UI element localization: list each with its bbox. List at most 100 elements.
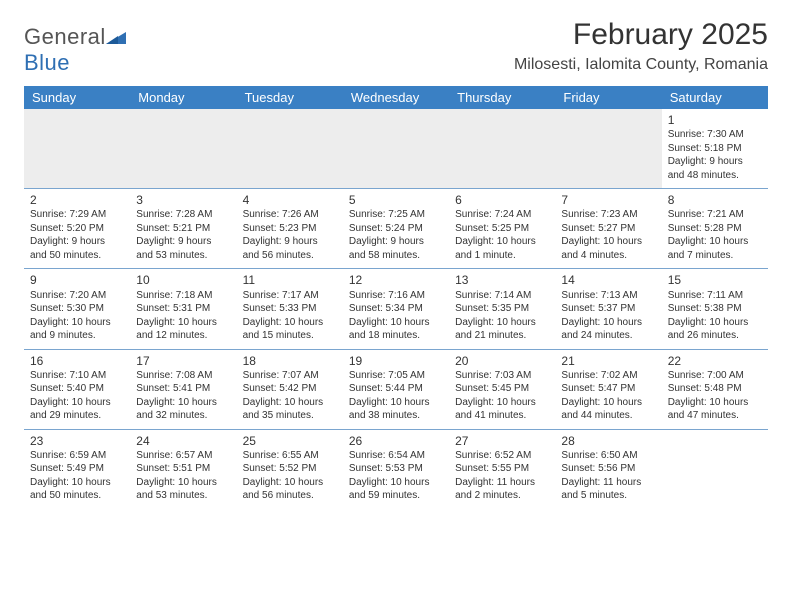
day-number: 27: [455, 433, 549, 449]
day-header: Wednesday: [343, 86, 449, 109]
day-detail: and 5 minutes.: [561, 489, 655, 503]
day-detail: and 24 minutes.: [561, 329, 655, 343]
day-cell: 18Sunrise: 7:07 AMSunset: 5:42 PMDayligh…: [237, 349, 343, 429]
month-title: February 2025: [514, 18, 768, 52]
day-cell: 28Sunrise: 6:50 AMSunset: 5:56 PMDayligh…: [555, 429, 661, 509]
day-detail: and 1 minute.: [455, 249, 549, 263]
day-detail: Sunset: 5:24 PM: [349, 222, 443, 236]
day-number: 9: [30, 272, 124, 288]
day-detail: Sunrise: 7:03 AM: [455, 369, 549, 383]
day-number: 25: [243, 433, 337, 449]
day-cell: [237, 109, 343, 189]
day-detail: Daylight: 10 hours: [455, 235, 549, 249]
day-header: Tuesday: [237, 86, 343, 109]
day-cell: 19Sunrise: 7:05 AMSunset: 5:44 PMDayligh…: [343, 349, 449, 429]
day-detail: Daylight: 9 hours: [349, 235, 443, 249]
logo-triangle-icon: [106, 28, 126, 44]
day-cell: 22Sunrise: 7:00 AMSunset: 5:48 PMDayligh…: [662, 349, 768, 429]
day-number: 23: [30, 433, 124, 449]
day-detail: and 15 minutes.: [243, 329, 337, 343]
day-detail: Sunrise: 7:24 AM: [455, 208, 549, 222]
day-header-row: Sunday Monday Tuesday Wednesday Thursday…: [24, 86, 768, 109]
day-detail: Sunset: 5:27 PM: [561, 222, 655, 236]
day-number: 1: [668, 112, 762, 128]
logo: General Blue: [24, 24, 126, 76]
day-number: 5: [349, 192, 443, 208]
day-detail: Sunset: 5:53 PM: [349, 462, 443, 476]
day-detail: Daylight: 10 hours: [30, 316, 124, 330]
day-cell: 14Sunrise: 7:13 AMSunset: 5:37 PMDayligh…: [555, 269, 661, 349]
day-number: 21: [561, 353, 655, 369]
day-detail: Sunrise: 7:21 AM: [668, 208, 762, 222]
calendar-body: 1Sunrise: 7:30 AMSunset: 5:18 PMDaylight…: [24, 109, 768, 509]
day-detail: Daylight: 10 hours: [668, 235, 762, 249]
day-cell: 13Sunrise: 7:14 AMSunset: 5:35 PMDayligh…: [449, 269, 555, 349]
day-number: 7: [561, 192, 655, 208]
day-detail: Sunset: 5:56 PM: [561, 462, 655, 476]
day-number: 15: [668, 272, 762, 288]
day-number: 14: [561, 272, 655, 288]
day-detail: Daylight: 10 hours: [349, 316, 443, 330]
day-number: 22: [668, 353, 762, 369]
day-detail: and 12 minutes.: [136, 329, 230, 343]
day-cell: 21Sunrise: 7:02 AMSunset: 5:47 PMDayligh…: [555, 349, 661, 429]
calendar-head: Sunday Monday Tuesday Wednesday Thursday…: [24, 86, 768, 109]
day-detail: Daylight: 10 hours: [30, 476, 124, 490]
day-detail: Daylight: 9 hours: [136, 235, 230, 249]
day-detail: and 50 minutes.: [30, 489, 124, 503]
day-cell: 16Sunrise: 7:10 AMSunset: 5:40 PMDayligh…: [24, 349, 130, 429]
day-number: 28: [561, 433, 655, 449]
day-detail: and 53 minutes.: [136, 249, 230, 263]
day-detail: Sunset: 5:49 PM: [30, 462, 124, 476]
day-detail: and 59 minutes.: [349, 489, 443, 503]
day-detail: Sunrise: 7:26 AM: [243, 208, 337, 222]
day-detail: Sunrise: 7:02 AM: [561, 369, 655, 383]
day-detail: Sunrise: 7:14 AM: [455, 289, 549, 303]
day-detail: Sunrise: 7:07 AM: [243, 369, 337, 383]
day-number: 19: [349, 353, 443, 369]
day-cell: 9Sunrise: 7:20 AMSunset: 5:30 PMDaylight…: [24, 269, 130, 349]
day-cell: 25Sunrise: 6:55 AMSunset: 5:52 PMDayligh…: [237, 429, 343, 509]
day-detail: Sunrise: 6:52 AM: [455, 449, 549, 463]
day-detail: Daylight: 9 hours: [668, 155, 762, 169]
day-detail: and 53 minutes.: [136, 489, 230, 503]
day-cell: 27Sunrise: 6:52 AMSunset: 5:55 PMDayligh…: [449, 429, 555, 509]
day-detail: Sunrise: 7:08 AM: [136, 369, 230, 383]
day-detail: Sunrise: 7:25 AM: [349, 208, 443, 222]
day-detail: Sunrise: 7:11 AM: [668, 289, 762, 303]
day-detail: and 29 minutes.: [30, 409, 124, 423]
day-detail: Daylight: 11 hours: [561, 476, 655, 490]
day-detail: Sunrise: 7:10 AM: [30, 369, 124, 383]
day-detail: Sunset: 5:55 PM: [455, 462, 549, 476]
day-detail: Sunrise: 7:17 AM: [243, 289, 337, 303]
day-detail: Daylight: 10 hours: [349, 396, 443, 410]
day-detail: Daylight: 10 hours: [668, 396, 762, 410]
location: Milosesti, Ialomita County, Romania: [514, 56, 768, 74]
day-header: Monday: [130, 86, 236, 109]
day-detail: Sunrise: 7:00 AM: [668, 369, 762, 383]
day-detail: Sunrise: 6:50 AM: [561, 449, 655, 463]
day-detail: Daylight: 10 hours: [455, 316, 549, 330]
day-cell: 3Sunrise: 7:28 AMSunset: 5:21 PMDaylight…: [130, 189, 236, 269]
day-detail: and 9 minutes.: [30, 329, 124, 343]
week-row: 16Sunrise: 7:10 AMSunset: 5:40 PMDayligh…: [24, 349, 768, 429]
day-number: 3: [136, 192, 230, 208]
day-detail: Sunset: 5:33 PM: [243, 302, 337, 316]
week-row: 9Sunrise: 7:20 AMSunset: 5:30 PMDaylight…: [24, 269, 768, 349]
day-detail: Sunset: 5:44 PM: [349, 382, 443, 396]
day-detail: and 2 minutes.: [455, 489, 549, 503]
day-detail: and 58 minutes.: [349, 249, 443, 263]
logo-word-general: General: [24, 24, 106, 49]
day-detail: Daylight: 10 hours: [243, 316, 337, 330]
day-detail: and 38 minutes.: [349, 409, 443, 423]
day-detail: Sunset: 5:47 PM: [561, 382, 655, 396]
day-detail: Sunrise: 7:28 AM: [136, 208, 230, 222]
day-cell: [130, 109, 236, 189]
day-cell: 20Sunrise: 7:03 AMSunset: 5:45 PMDayligh…: [449, 349, 555, 429]
day-number: 16: [30, 353, 124, 369]
day-detail: Daylight: 10 hours: [30, 396, 124, 410]
day-number: 18: [243, 353, 337, 369]
day-detail: Sunset: 5:52 PM: [243, 462, 337, 476]
day-detail: Sunrise: 7:29 AM: [30, 208, 124, 222]
day-detail: Sunset: 5:25 PM: [455, 222, 549, 236]
